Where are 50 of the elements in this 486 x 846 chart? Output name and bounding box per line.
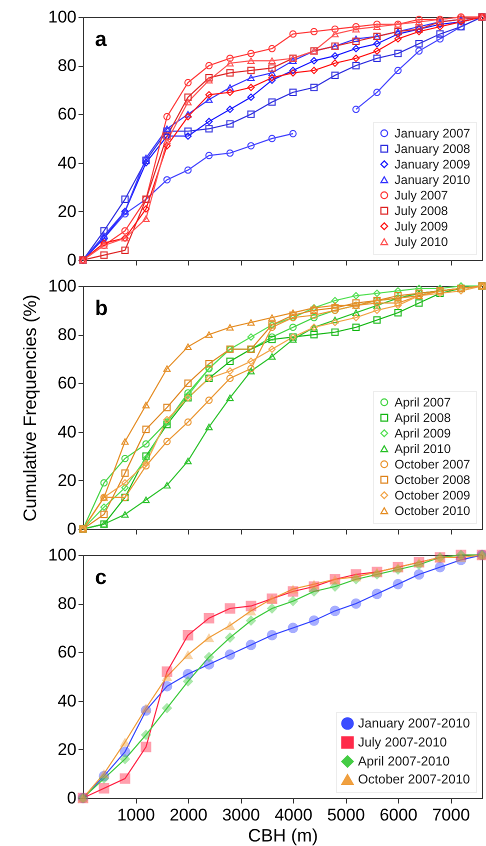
x-tick-label: 3000 xyxy=(222,806,260,824)
y-tick-label: 80 xyxy=(58,594,76,614)
legend-label: July 2009 xyxy=(394,219,448,234)
x-tick-label: 5000 xyxy=(327,806,365,824)
x-tick-label: 7000 xyxy=(432,806,470,824)
y-tick-label: 100 xyxy=(48,276,76,296)
y-tick-label: 60 xyxy=(58,104,76,124)
y-tick-label: 0 xyxy=(67,520,76,538)
annotation: a xyxy=(95,28,107,51)
legend-label: April 2007 xyxy=(394,395,451,410)
legend-label: April 2010 xyxy=(394,442,451,456)
legend-label: July 2010 xyxy=(394,234,448,249)
legend-label: January 2007 xyxy=(394,126,470,140)
y-tick-label: 40 xyxy=(58,422,76,442)
x-tick-label: 2000 xyxy=(170,806,208,824)
y-tick-label: 20 xyxy=(58,202,76,221)
legend-label: July 2008 xyxy=(394,204,448,218)
annotation: b xyxy=(95,297,108,320)
legend-label: April 2009 xyxy=(394,426,451,440)
legend-label: January 2010 xyxy=(394,172,470,187)
y-tick-label: 80 xyxy=(58,325,76,344)
legend-label: July 2007 xyxy=(394,188,448,202)
legend-label: April 2008 xyxy=(394,410,451,425)
y-tick-label: 20 xyxy=(58,740,76,759)
legend-label: October 2008 xyxy=(394,472,470,487)
annotation: c xyxy=(95,566,107,589)
y-axis-title: Cumulative Frequencies (%) xyxy=(20,294,40,522)
x-tick-label: 1000 xyxy=(117,806,155,824)
y-tick-label: 40 xyxy=(58,691,76,710)
legend-label: January 2007-2010 xyxy=(358,716,470,730)
legend-label: October 2010 xyxy=(394,504,470,518)
y-tick-label: 80 xyxy=(58,56,76,76)
y-tick-label: 0 xyxy=(67,788,76,808)
legend-label: April 2007-2010 xyxy=(358,754,450,768)
y-tick-label: 60 xyxy=(58,374,76,393)
x-axis-title: CBH (m) xyxy=(248,826,318,846)
y-tick-label: 100 xyxy=(48,546,76,564)
y-tick-label: 20 xyxy=(58,470,76,490)
legend-label: January 2009 xyxy=(394,157,470,172)
x-tick-label: 6000 xyxy=(380,806,418,824)
y-tick-label: 60 xyxy=(58,642,76,662)
y-tick-label: 100 xyxy=(48,8,76,26)
legend-label: October 2009 xyxy=(394,488,470,502)
legend-label: July 2007-2010 xyxy=(358,734,447,750)
x-tick-label: 4000 xyxy=(274,806,312,824)
legend-label: January 2008 xyxy=(394,142,470,156)
y-tick-label: 40 xyxy=(58,153,76,172)
legend-label: October 2007-2010 xyxy=(358,772,470,786)
y-tick-label: 0 xyxy=(67,250,76,270)
legend-label: October 2007 xyxy=(394,457,470,472)
